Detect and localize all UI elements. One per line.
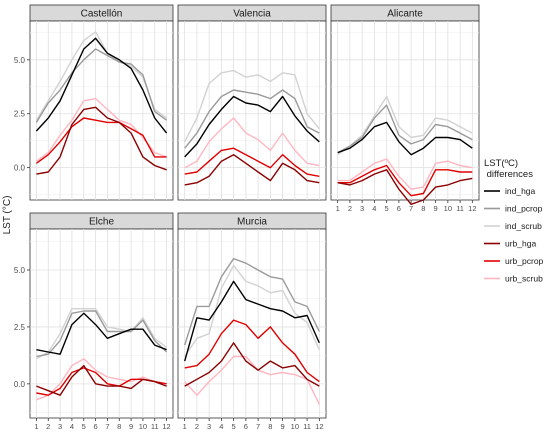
y-tick-label: 5.0 xyxy=(14,56,26,65)
series-line-ind_scrub xyxy=(184,69,320,143)
panel-title: Murcia xyxy=(237,217,267,228)
y-tick-label: 2.5 xyxy=(14,323,26,332)
x-tick-label: 6 xyxy=(244,422,248,431)
series-line-urb_hga xyxy=(36,106,167,175)
x-tick-label: 7 xyxy=(409,204,413,213)
x-tick-label: 2 xyxy=(195,422,199,431)
series-line-ind_pcrop xyxy=(35,48,168,123)
series-line-urb_pcrop xyxy=(337,164,473,197)
x-tick-label: 2 xyxy=(46,422,50,431)
x-tick-label: 11 xyxy=(151,422,159,431)
series-line-urb_pcrop xyxy=(35,117,167,164)
x-tick-label: 10 xyxy=(291,422,299,431)
panel: Castellón 0.0 2.5 5.0 xyxy=(14,4,174,201)
series-line-urb_pcrop xyxy=(184,147,320,177)
x-tick-label: 6 xyxy=(93,422,97,431)
x-tick-label: 8 xyxy=(117,422,121,431)
series-line-urb_scrub xyxy=(184,117,320,169)
panel-title: Alicante xyxy=(387,9,423,20)
series-line-ind_pcrop xyxy=(36,310,168,358)
x-tick-label: 4 xyxy=(219,422,223,431)
y-tick-label: 0.0 xyxy=(14,164,26,173)
y-tick-label: 2.5 xyxy=(14,110,26,119)
x-tick-label: 12 xyxy=(468,204,476,213)
x-tick-label: 4 xyxy=(372,204,376,213)
y-tick-label: 5.0 xyxy=(14,266,26,275)
series-line-ind_pcrop xyxy=(337,104,473,154)
plot-area xyxy=(29,228,174,419)
panel-title: Elche xyxy=(89,217,114,228)
x-tick-label: 7 xyxy=(105,422,109,431)
legend-label: ind_hga xyxy=(505,186,536,196)
legend-label: ind_scrub xyxy=(505,221,542,231)
series-line-urb_hga xyxy=(184,342,320,387)
x-tick-label: 1 xyxy=(34,422,38,431)
x-tick-label: 3 xyxy=(207,422,211,431)
x-tick-label: 10 xyxy=(139,422,147,431)
x-tick-label: 5 xyxy=(232,422,236,431)
legend-label: urb_pcrop xyxy=(505,256,544,266)
x-tick-label: 9 xyxy=(129,422,133,431)
series-line-urb_scrub xyxy=(36,358,167,401)
series-line-urb_hga xyxy=(184,153,320,186)
series-line-ind_scrub xyxy=(337,95,473,156)
legend-title: LST(ºC) differences xyxy=(484,158,533,180)
series-line-ind_hga xyxy=(184,95,320,158)
legend-label: urb_scrub xyxy=(505,274,543,284)
panel-title: Valencia xyxy=(233,9,271,20)
plot-area xyxy=(177,228,327,419)
x-tick-label: 11 xyxy=(303,422,311,431)
series-line-urb_pcrop xyxy=(184,319,320,383)
x-tick-label: 5 xyxy=(385,204,389,213)
x-tick-label: 4 xyxy=(70,422,74,431)
y-tick-label: 0.0 xyxy=(14,380,26,389)
series-line-ind_hga xyxy=(184,280,320,362)
x-tick-label: 2 xyxy=(348,204,352,213)
series-line-ind_hga xyxy=(35,37,168,134)
x-tick-label: 5 xyxy=(82,422,86,431)
x-tick-label: 12 xyxy=(162,422,170,431)
series-line-ind_scrub xyxy=(184,264,320,357)
x-tick-label: 9 xyxy=(281,422,285,431)
series-line-ind_pcrop xyxy=(184,89,320,149)
x-tick-label: 1 xyxy=(336,204,340,213)
panel-title: Castellón xyxy=(81,9,123,20)
x-tick-label: 6 xyxy=(397,204,401,213)
x-tick-label: 1 xyxy=(183,422,187,431)
series-line-urb_scrub xyxy=(337,158,473,190)
x-tick-label: 11 xyxy=(456,204,464,213)
series-line-urb_hga xyxy=(36,364,167,396)
series-line-urb_scrub xyxy=(184,355,320,405)
y-axis-label: LST (°C) xyxy=(2,196,13,235)
series-line-urb_hga xyxy=(337,169,473,206)
legend-label: ind_pcrop xyxy=(505,204,543,214)
panel: Valencia xyxy=(177,4,327,201)
series-line-ind_scrub xyxy=(36,308,168,360)
series-line-ind_pcrop xyxy=(184,257,320,346)
plot-area xyxy=(330,20,480,201)
legend-label: urb_hga xyxy=(505,239,536,249)
x-tick-label: 10 xyxy=(444,204,452,213)
x-tick-label: 3 xyxy=(360,204,364,213)
x-tick-label: 7 xyxy=(256,422,260,431)
x-tick-label: 9 xyxy=(434,204,438,213)
series-line-ind_hga xyxy=(36,312,167,355)
series-line-ind_hga xyxy=(337,121,473,156)
x-tick-label: 12 xyxy=(315,422,323,431)
x-tick-label: 8 xyxy=(268,422,272,431)
x-tick-label: 3 xyxy=(58,422,62,431)
x-tick-label: 8 xyxy=(421,204,425,213)
legend: LST(ºC) differences ind_hga ind_pcrop ind_s… xyxy=(484,158,544,284)
